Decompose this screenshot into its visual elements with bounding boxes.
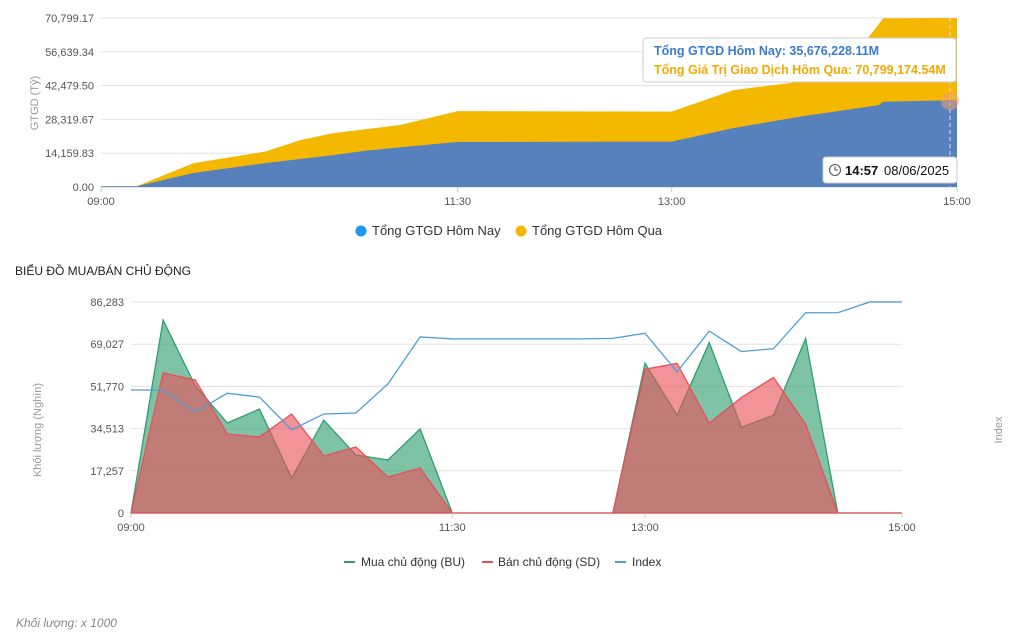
legend: Mua chủ động (BU) Bán chủ động (SD) Inde… — [344, 555, 661, 569]
gtgd-chart: 0.00 14,159.83 28,319.67 42,479.50 56,639.34… — [29, 13, 971, 238]
y-tick-label: 56,639.34 — [45, 47, 94, 59]
legend-item-sd[interactable]: Bán chủ động (SD) — [482, 555, 600, 569]
y-tick-label: 17,257 — [90, 466, 124, 478]
x-tick-label: 13:00 — [631, 522, 659, 534]
y-tick-label: 69,027 — [90, 339, 124, 351]
svg-text:Tổng GTGD Hôm Qua: Tổng GTGD Hôm Qua — [532, 223, 663, 238]
chart-title: BIỂU ĐỒ MUA/BÁN CHỦ ĐỘNG — [15, 263, 191, 278]
tooltip-today: Tổng GTGD Hôm Nay: 35,676,228.11M — [654, 44, 879, 58]
x-tick-label: 15:00 — [888, 522, 916, 534]
y-axis-title: Khối lượng (Nghìn) — [32, 383, 44, 477]
legend: Tổng GTGD Hôm Nay Tổng GTGD Hôm Qua — [355, 223, 663, 238]
legend-item-today[interactable]: Tổng GTGD Hôm Nay — [355, 223, 502, 238]
x-tick-label: 09:00 — [87, 196, 115, 208]
date-value: 08/06/2025 — [884, 163, 949, 178]
y-tick-label: 34,513 — [90, 424, 124, 436]
x-tick-label: 15:00 — [943, 196, 971, 208]
y-tick-label: 70,799.17 — [45, 13, 94, 25]
y-tick-label: 28,319.67 — [45, 114, 94, 126]
x-tick-label: 11:30 — [444, 196, 471, 208]
legend-item-yesterday[interactable]: Tổng GTGD Hôm Qua — [515, 223, 663, 238]
y-tick-label: 86,283 — [90, 297, 124, 309]
y-tick-label: 0.00 — [73, 182, 94, 194]
series-area-ba-n-chu-o-ng-sd — [130, 362, 902, 514]
legend-item-bu[interactable]: Mua chủ động (BU) — [344, 555, 465, 569]
svg-text:Index: Index — [632, 555, 661, 569]
y-tick-label: 42,479.50 — [45, 81, 94, 93]
y-tick-label: 51,770 — [90, 381, 124, 393]
footnote: Khối lượng: x 1000 — [16, 616, 117, 630]
y-axis-title: GTGD (Tỷ) — [29, 76, 41, 130]
series-area-to-ng-gtgd-ho-m-nay — [101, 100, 957, 187]
time-value: 14:57 — [845, 163, 878, 178]
x-tick-label: 11:30 — [439, 522, 466, 534]
x-tick-label: 13:00 — [658, 196, 686, 208]
tooltip: Tổng GTGD Hôm Nay: 35,676,228.11M Tổng G… — [642, 37, 957, 83]
tooltip-yesterday: Tổng Giá Trị Giao Dịch Hôm Qua: 70,799,1… — [654, 63, 946, 77]
hover-marker — [941, 92, 959, 110]
clock-icon — [828, 163, 842, 177]
svg-text:Tổng GTGD Hôm Nay: Tổng GTGD Hôm Nay — [372, 223, 501, 238]
svg-text:Mua chủ động (BU): Mua chủ động (BU) — [361, 555, 465, 569]
x-tick-label: 09:00 — [117, 522, 145, 534]
svg-text:Bán chủ động (SD): Bán chủ động (SD) — [498, 555, 600, 569]
y-tick-label: 14,159.83 — [45, 148, 94, 160]
y2-axis-title: Index — [993, 416, 1005, 443]
buy-sell-chart: BIỂU ĐỒ MUA/BÁN CHỦ ĐỘNG 0 17,257 34,513 51… — [15, 263, 1005, 569]
time-label: 14:57 08/06/2025 — [822, 156, 958, 184]
legend-item-index[interactable]: Index — [615, 555, 661, 569]
y-tick-label: 0 — [118, 508, 124, 520]
